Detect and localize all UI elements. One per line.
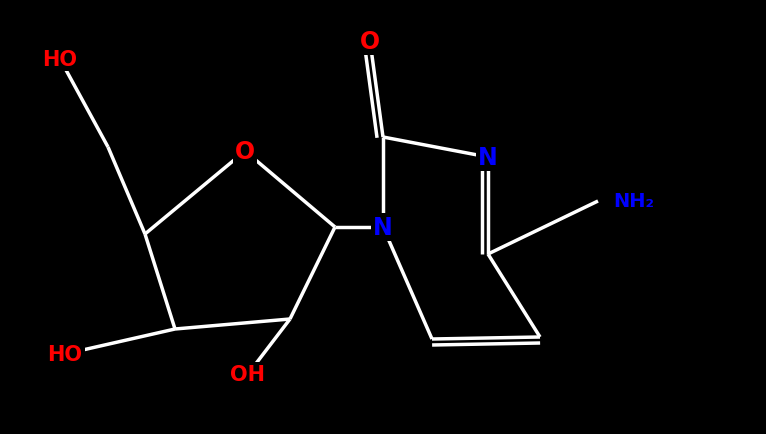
Text: HO: HO	[42, 50, 77, 70]
Text: N: N	[478, 146, 498, 170]
Text: O: O	[235, 140, 255, 164]
Text: OH: OH	[231, 364, 266, 384]
Text: O: O	[360, 30, 380, 54]
Text: N: N	[373, 216, 393, 240]
Text: NH₂: NH₂	[613, 192, 654, 211]
Text: HO: HO	[47, 344, 83, 364]
